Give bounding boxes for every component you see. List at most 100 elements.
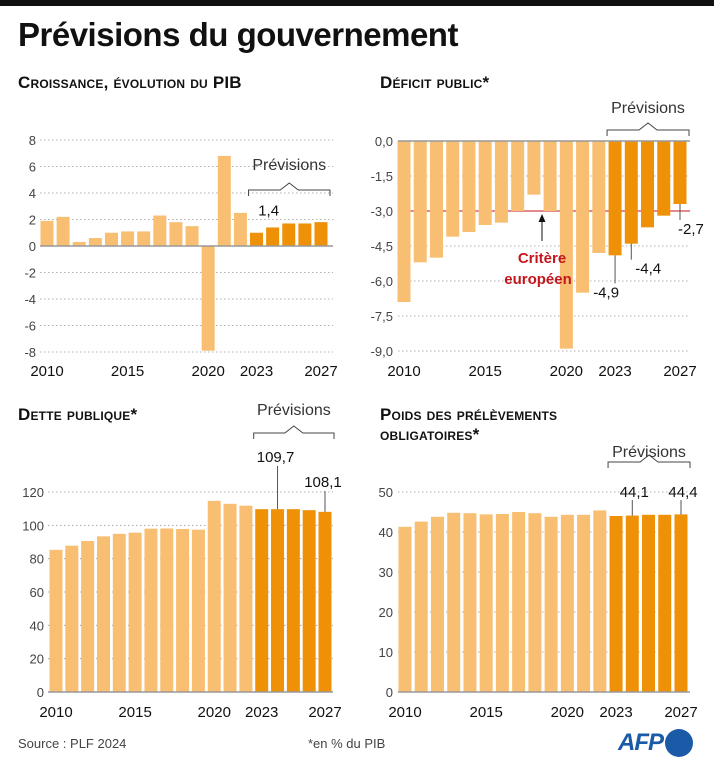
debt-bar-2011 [65, 545, 79, 692]
tax-bar-2023 [609, 516, 623, 692]
tax-ytick-label: 0 [386, 685, 393, 700]
debt-xtick-label: 2015 [118, 704, 151, 721]
debt-bar-2015 [128, 532, 142, 692]
deficit-bar-2014 [462, 141, 476, 232]
tax-bar-2026 [658, 514, 672, 692]
growth-bar-2026 [298, 223, 312, 246]
debt-xtick-label: 2027 [308, 704, 341, 721]
tax-bar-2020 [560, 514, 574, 692]
tax-chart-title-line1: Poids des prélèvements [380, 405, 558, 424]
deficit-bar-2024 [624, 141, 638, 244]
tax-ytick-label: 50 [379, 485, 393, 500]
deficit-bar-2020 [559, 141, 573, 349]
growth-forecast-bracket [248, 182, 331, 196]
growth-ytick-label: -4 [24, 292, 36, 307]
page-title: Prévisions du gouvernement [18, 16, 458, 53]
tax-bar-2012 [430, 516, 444, 692]
growth-bar-2022 [233, 212, 247, 246]
tax-bar-2025 [642, 514, 656, 692]
tax-bar-2017 [512, 512, 526, 692]
tax-xtick-label: 2010 [388, 704, 421, 721]
growth-bar-2023 [250, 232, 264, 246]
growth-xtick-label: 2027 [304, 363, 337, 380]
debt-chart-title: Dette publique* [18, 405, 138, 424]
debt-data-label: 109,7 [257, 449, 295, 466]
afp-logo: AFP [618, 728, 693, 758]
growth-bar-2014 [104, 232, 118, 246]
debt-bar-2023 [255, 509, 269, 692]
tax-ytick-label: 20 [379, 605, 393, 620]
deficit-bar-2015 [478, 141, 492, 225]
deficit-ytick-label: -7,5 [371, 309, 393, 324]
deficit-ytick-label: -3,0 [371, 204, 393, 219]
debt-bar-2022 [239, 505, 253, 692]
deficit-data-label: -4,9 [593, 284, 619, 301]
debt-ytick-label: 0 [37, 685, 44, 700]
debt-forecast-bracket [253, 425, 335, 439]
afp-logo-text: AFP [618, 729, 664, 756]
tax-bar-2011 [414, 521, 428, 692]
debt-bar-2014 [112, 533, 126, 692]
debt-bar-2019 [191, 529, 205, 692]
growth-ytick-label: 2 [29, 213, 36, 228]
afp-logo-dot-icon [665, 729, 693, 757]
deficit-ytick-label: -4,5 [371, 239, 393, 254]
deficit-bar-2022 [592, 141, 606, 253]
growth-xtick-label: 2010 [30, 363, 63, 380]
deficit-xtick-label: 2027 [663, 363, 696, 380]
tax-bar-2010 [398, 526, 412, 692]
growth-bar-2025 [282, 223, 296, 246]
deficit-bar-2011 [413, 141, 427, 263]
deficit-xtick-label: 2023 [598, 363, 631, 380]
deficit-bar-2027 [673, 141, 687, 204]
growth-xtick-label: 2015 [111, 363, 144, 380]
tax-chart-title: Poids des prélèvements obligatoires* [380, 405, 557, 445]
deficit-bar-2016 [494, 141, 508, 223]
deficit-ytick-label: 0,0 [375, 134, 393, 149]
tax-ytick-label: 40 [379, 525, 393, 540]
debt-forecast-label: Prévisions [257, 402, 331, 419]
growth-bar-2016 [137, 231, 151, 246]
growth-chart-title: Croissance, évolution du PIB [18, 73, 242, 92]
tax-xtick-label: 2027 [664, 704, 697, 721]
debt-ytick-label: 120 [22, 485, 44, 500]
debt-xtick-label: 2020 [198, 704, 231, 721]
debt-ytick-label: 60 [30, 585, 44, 600]
deficit-bar-2023 [608, 141, 622, 256]
debt-ytick-label: 80 [30, 552, 44, 567]
growth-xtick-label: 2020 [191, 363, 224, 380]
deficit-ytick-label: -9,0 [371, 344, 393, 359]
tax-xtick-label: 2015 [469, 704, 502, 721]
debt-bar-2018 [176, 529, 190, 692]
debt-bar-2026 [302, 510, 316, 692]
deficit-ytick-label: -6,0 [371, 274, 393, 289]
deficit-xtick-label: 2010 [387, 363, 420, 380]
deficit-forecast-label: Prévisions [611, 100, 685, 117]
debt-data-label: 108,1 [304, 474, 342, 491]
deficit-bar-2010 [397, 141, 411, 302]
growth-bar-2010 [40, 220, 54, 246]
tax-data-label: 44,4 [668, 484, 697, 501]
tax-ytick-label: 10 [379, 645, 393, 660]
top-rule [0, 0, 714, 6]
debt-bar-2027 [318, 511, 332, 692]
debt-bar-2010 [49, 549, 63, 692]
growth-bar-2012 [72, 242, 86, 246]
tax-xtick-label: 2023 [599, 704, 632, 721]
debt-bar-2025 [286, 509, 300, 692]
tax-bar-2019 [544, 516, 558, 692]
deficit-criterion-label-line2: européen [504, 271, 572, 288]
debt-bar-2013 [96, 536, 110, 692]
growth-bar-2019 [185, 226, 199, 246]
growth-data-label: 1,4 [258, 202, 279, 219]
growth-ytick-label: -8 [24, 345, 36, 360]
tax-bar-2024 [625, 515, 639, 692]
debt-bar-2016 [144, 528, 158, 692]
deficit-bar-2017 [511, 141, 525, 211]
growth-ytick-label: 6 [29, 160, 36, 175]
debt-bar-2024 [271, 509, 285, 692]
deficit-ytick-label: -1,5 [371, 169, 393, 184]
growth-ytick-label: 4 [29, 186, 36, 201]
source-note: Source : PLF 2024 [18, 736, 127, 751]
